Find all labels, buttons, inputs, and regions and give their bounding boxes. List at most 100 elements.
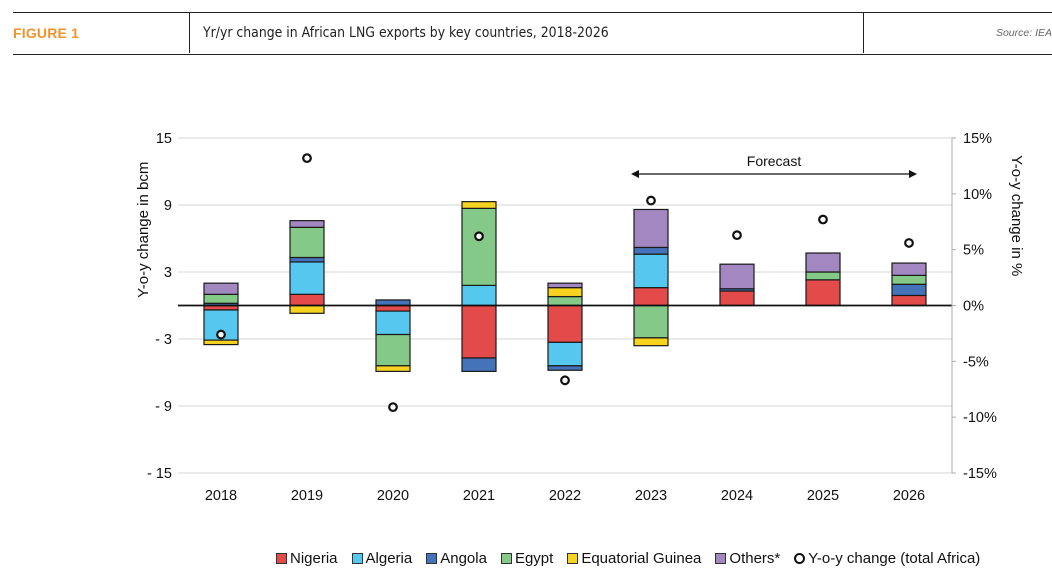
axes: 15 9 3 - 3 - 9 - 15 15% 10% 5% 0% -5% -10% -15% 2018 2… (135, 131, 1025, 504)
bar-segment-egypt-2025 (805, 271, 841, 281)
y-tick-label: 3 (164, 265, 172, 281)
legend-item: Y-o-y change (total Africa) (794, 550, 980, 567)
bar-segment-nigeria-2021 (461, 304, 497, 359)
x-tick-label: 2024 (721, 488, 753, 504)
x-tick-label: 2020 (377, 488, 409, 504)
bar-segment-others-2026 (891, 262, 927, 276)
yoy-marker-2023 (646, 195, 656, 206)
x-tick-label: 2019 (291, 488, 323, 504)
legend-circle-icon (794, 552, 806, 564)
yoy-marker-2026 (904, 238, 914, 248)
bar-segment-others-2025 (805, 252, 841, 273)
legend-label: Others* (729, 549, 781, 567)
bar-segment-nigeria-2022 (547, 304, 583, 343)
yoy-marker-2018 (216, 329, 226, 340)
y2-tick-label: -15% (963, 466, 997, 482)
bar-segment-nigeria-2026 (891, 294, 927, 307)
bar-segment-angola-2026 (891, 283, 927, 297)
bar-segment-others-2018 (203, 282, 239, 295)
bar-segment-others-2019 (289, 220, 325, 228)
bar-segment-angola-2021 (461, 357, 497, 372)
legend-label: Angola (440, 549, 487, 567)
bar-segment-equatorial-guinea-2020 (375, 365, 411, 372)
y-tick-label: 9 (164, 198, 172, 214)
legend-item: Equatorial Guinea (567, 550, 701, 567)
bar-segment-nigeria-2025 (805, 279, 841, 307)
legend-swatch-icon (426, 552, 438, 564)
x-tick-label: 2021 (463, 488, 495, 504)
bar-segment-egypt-2022 (547, 295, 583, 307)
legend-item: Nigeria (276, 550, 338, 567)
figure-source: Source: IEA (995, 27, 1052, 39)
bar-segment-others-2024 (719, 263, 755, 290)
legend-item: Algeria (351, 549, 413, 567)
legend-label: Egypt (514, 549, 554, 567)
y-tick-label: 15 (156, 131, 172, 147)
yoy-marker-2020 (388, 402, 398, 413)
bar-segment-egypt-2021 (461, 207, 497, 287)
y-tick-label: - 9 (155, 399, 172, 415)
bar-segment-equatorial-guinea-2021 (461, 201, 497, 209)
arrow-right-icon (909, 170, 917, 178)
y2-tick-label: 0% (963, 299, 984, 315)
forecast-annotation: Forecast (631, 153, 917, 178)
legend-swatch-icon (276, 552, 287, 564)
yoy-marker-2021 (474, 231, 484, 242)
x-tick-label: 2025 (807, 488, 839, 504)
bar-segment-nigeria-2024 (719, 290, 755, 307)
y2-tick-label: 15% (963, 131, 992, 147)
forecast-label: Forecast (747, 153, 802, 169)
y-axis-title: Y-o-y change in bcm (135, 162, 152, 298)
y2-tick-label: -5% (963, 354, 989, 370)
bar-segment-algeria-2019 (289, 261, 325, 295)
bar-segment-egypt-2020 (375, 333, 411, 367)
legend-item: Others* (715, 550, 780, 567)
legend-swatch-icon (351, 552, 363, 564)
x-tick-label: 2026 (893, 488, 925, 504)
bar-segment-others-2023 (633, 208, 669, 249)
y2-tick-label: 10% (963, 187, 992, 203)
bar-segment-equatorial-guinea-2022 (547, 287, 583, 298)
legend-label: Algeria (365, 549, 413, 567)
legend-swatch-icon (500, 552, 512, 564)
legend-label: Equatorial Guinea (581, 549, 702, 567)
figure-label: FIGURE 1 (13, 25, 80, 41)
bar-segment-angola-2023 (633, 246, 669, 255)
legend-label: Nigeria (290, 549, 338, 567)
bar-segment-algeria-2020 (375, 310, 411, 336)
y-tick-label: - 3 (155, 332, 172, 348)
x-tick-label: 2022 (549, 488, 581, 504)
header-divider (863, 13, 864, 53)
legend-swatch-icon (715, 552, 727, 564)
legend-item: Angola (426, 550, 487, 567)
legend-swatch-icon (567, 552, 579, 564)
arrow-left-icon (631, 170, 639, 178)
bar-segment-angola-2019 (289, 256, 325, 263)
yoy-marker-2024 (732, 230, 742, 241)
legend-label: Y-o-y change (total Africa) (808, 549, 981, 567)
bar-segment-equatorial-guinea-2018 (203, 339, 239, 346)
x-tick-label: 2018 (205, 488, 237, 504)
bars (203, 201, 927, 372)
header-divider (189, 13, 190, 53)
bar-segment-algeria-2022 (547, 341, 583, 367)
y2-tick-label: 5% (963, 243, 984, 259)
yoy-marker-2025 (818, 214, 828, 225)
y-tick-label: - 15 (147, 466, 172, 482)
bar-segment-equatorial-guinea-2019 (289, 304, 325, 314)
bar-segment-egypt-2019 (289, 226, 325, 259)
bar-segment-equatorial-guinea-2023 (633, 337, 669, 347)
y2-tick-label: -10% (963, 410, 997, 426)
bar-segment-egypt-2023 (633, 304, 669, 339)
bar-segment-egypt-2026 (891, 274, 927, 285)
bar-segment-egypt-2018 (203, 293, 239, 304)
yoy-marker-2019 (302, 153, 312, 164)
x-tick-label: 2023 (635, 488, 667, 504)
bar-segment-nigeria-2019 (289, 293, 325, 307)
bar-segment-algeria-2023 (633, 253, 669, 289)
legend-item: Egypt (500, 549, 554, 567)
yoy-marker-2022 (560, 375, 570, 386)
bar-segment-others-2022 (547, 282, 583, 289)
yoy-markers (216, 153, 914, 413)
